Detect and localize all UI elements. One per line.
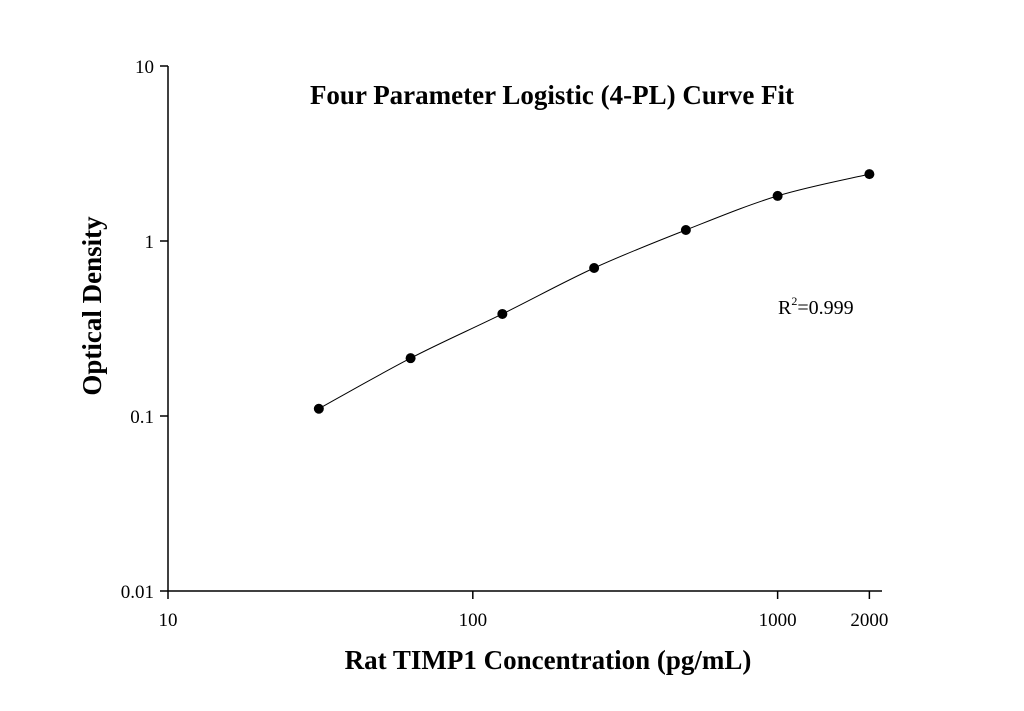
data-point xyxy=(313,403,324,414)
x-tick-label: 1000 xyxy=(759,610,797,631)
annotation-text: =0.999 xyxy=(797,297,853,319)
data-point xyxy=(405,353,416,364)
annotation-superscript: 2 xyxy=(791,294,797,308)
x-tick-label: 10 xyxy=(159,610,178,631)
annotation-text: R xyxy=(778,297,792,319)
y-tick-label: 0.1 xyxy=(130,407,154,428)
data-point xyxy=(589,262,600,273)
x-tick-label: 100 xyxy=(459,610,488,631)
y-tick-label: 10 xyxy=(135,57,154,78)
annotation: R2=0.999 xyxy=(778,294,854,319)
y-axis-label: Optical Density xyxy=(77,216,107,396)
data-point xyxy=(772,190,783,201)
y-tick-label: 0.01 xyxy=(121,582,154,603)
y-tick-label: 1 xyxy=(145,232,155,253)
data-point xyxy=(864,169,875,180)
fit-curve xyxy=(318,173,870,410)
x-axis-label: Rat TIMP1 Concentration (pg/mL) xyxy=(345,645,752,675)
data-point xyxy=(497,308,508,319)
x-tick-label: 2000 xyxy=(850,610,888,631)
chart-title: Four Parameter Logistic (4-PL) Curve Fit xyxy=(310,80,794,110)
data-point xyxy=(680,224,691,235)
